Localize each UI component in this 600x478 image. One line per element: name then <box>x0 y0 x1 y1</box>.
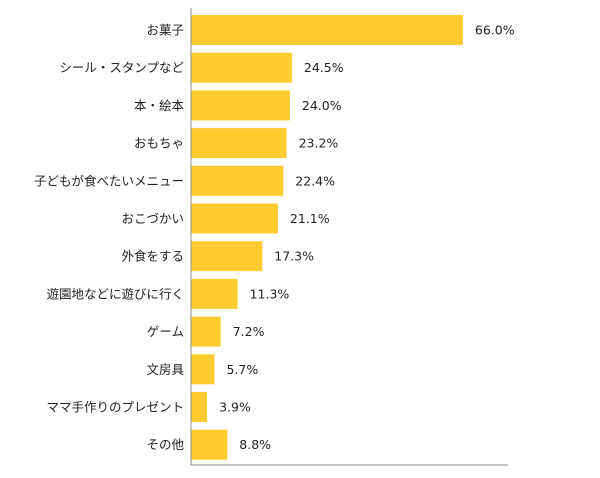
bar-1 <box>191 15 463 45</box>
category-label-5: 子どもが食べたいメニュー <box>34 173 184 188</box>
category-labels: お菓子シール・スタンプなど本・絵本おもちゃ子どもが食べたいメニューおこづかい外食… <box>34 23 185 453</box>
value-label-5: 22.4% <box>295 173 335 188</box>
bar-10 <box>191 354 215 385</box>
bar-2 <box>191 52 292 83</box>
category-label-10: 文房具 <box>146 362 184 377</box>
bar-5 <box>191 165 284 196</box>
bar-8 <box>191 278 238 309</box>
value-label-9: 7.2% <box>233 324 265 339</box>
category-label-6: おこづかい <box>121 211 184 226</box>
value-label-10: 5.7% <box>227 362 259 377</box>
bar-6 <box>191 203 278 234</box>
category-label-9: ゲーム <box>147 324 184 339</box>
value-label-8: 11.3% <box>250 286 290 301</box>
bar-3 <box>191 90 290 121</box>
category-label-8: 遊園地などに遊びに行く <box>46 286 184 301</box>
category-label-12: その他 <box>146 437 184 452</box>
category-label-11: ママ手作りのプレゼント <box>46 400 184 415</box>
bar-9 <box>191 316 221 347</box>
bar-4 <box>191 128 287 159</box>
value-label-12: 8.8% <box>239 437 271 452</box>
bars-group <box>191 15 463 460</box>
category-label-4: おもちゃ <box>134 136 184 151</box>
value-labels: 66.0% 24.5% 24.0% 23.2% 22.4% 21.1% 17.3% 11.3%… <box>219 23 515 453</box>
category-label-1: お菓子 <box>146 23 184 38</box>
category-label-2: シール・スタンプなど <box>59 60 184 75</box>
value-label-6: 21.1% <box>290 211 330 226</box>
category-label-7: 外食をする <box>121 249 184 264</box>
bar-12 <box>191 429 228 460</box>
value-label-11: 3.9% <box>219 400 251 415</box>
value-label-3: 24.0% <box>302 98 342 113</box>
value-label-4: 23.2% <box>299 136 339 151</box>
value-label-2: 24.5% <box>304 60 344 75</box>
bar-7 <box>191 241 263 272</box>
value-label-1: 66.0% <box>475 23 515 38</box>
bar-11 <box>191 392 208 422</box>
value-label-7: 17.3% <box>274 249 314 264</box>
category-label-3: 本・絵本 <box>134 98 185 113</box>
